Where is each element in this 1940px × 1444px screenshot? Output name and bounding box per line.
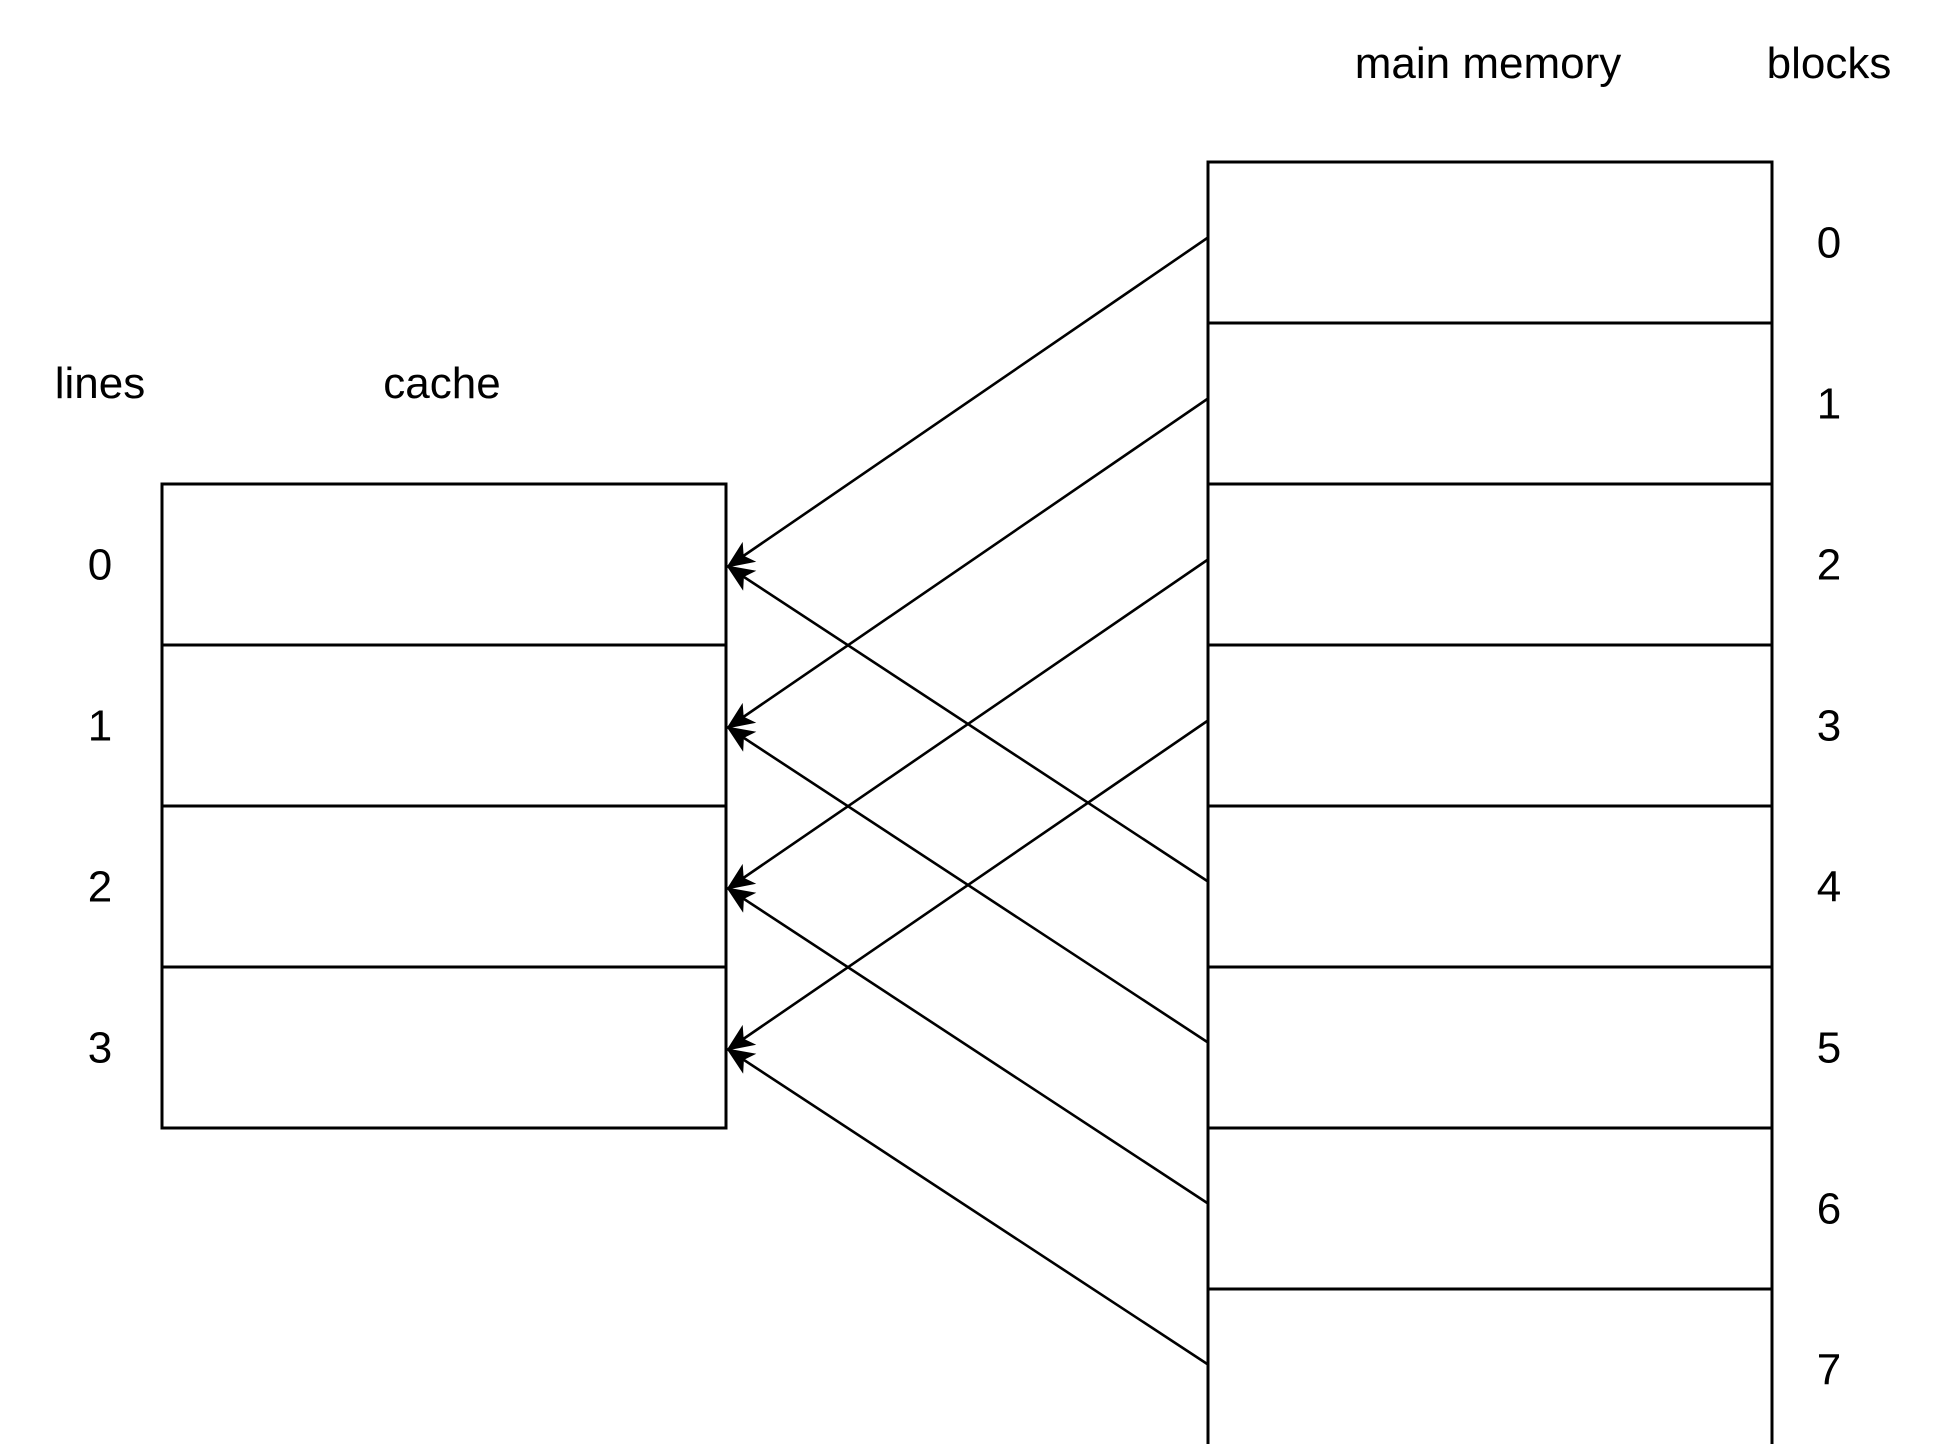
cache-line-number: 3 [88, 1024, 112, 1073]
memory-block-number: 0 [1817, 219, 1841, 268]
memory-block-number: 4 [1817, 863, 1841, 912]
cache-line-number: 1 [88, 702, 112, 751]
arrow-block-5-to-line-1 [726, 726, 1209, 1044]
cache-line-2 [160, 804, 728, 969]
memory-index-heading: blocks [1767, 39, 1892, 88]
memory-table: 0 1 2 3 4 5 6 7 [1206, 160, 1841, 1444]
memory-block-number: 6 [1817, 1185, 1841, 1234]
arrow-block-6-to-line-2 [726, 887, 1209, 1205]
memory-block-4 [1206, 804, 1774, 969]
mapping-arrows [726, 236, 1209, 1366]
memory-block-number: 5 [1817, 1024, 1841, 1073]
memory-block-number: 2 [1817, 541, 1841, 590]
memory-block-2 [1206, 482, 1774, 647]
cache-line-number: 2 [88, 863, 112, 912]
arrow-block-7-to-line-3 [726, 1048, 1209, 1366]
memory-block-7 [1206, 1287, 1774, 1444]
memory-block-3 [1206, 643, 1774, 808]
memory-block-number: 7 [1817, 1346, 1841, 1395]
memory-block-5 [1206, 965, 1774, 1130]
memory-block-number: 1 [1817, 380, 1841, 429]
arrow-block-1-to-line-1 [726, 397, 1209, 729]
memory-block-6 [1206, 1126, 1774, 1291]
memory-block-number: 3 [1817, 702, 1841, 751]
memory-block-0 [1206, 160, 1774, 325]
memory-title: main memory [1355, 39, 1622, 88]
cache-line-3 [160, 965, 728, 1130]
cache-line-1 [160, 643, 728, 808]
cache-line-number: 0 [88, 541, 112, 590]
cache-table: 0 1 2 3 [88, 482, 728, 1130]
arrow-block-4-to-line-0 [726, 565, 1209, 883]
cache-index-heading: lines [55, 359, 146, 408]
cache-title: cache [383, 359, 500, 408]
cache-line-0 [160, 482, 728, 647]
memory-block-1 [1206, 321, 1774, 486]
arrow-block-0-to-line-0 [726, 236, 1209, 568]
